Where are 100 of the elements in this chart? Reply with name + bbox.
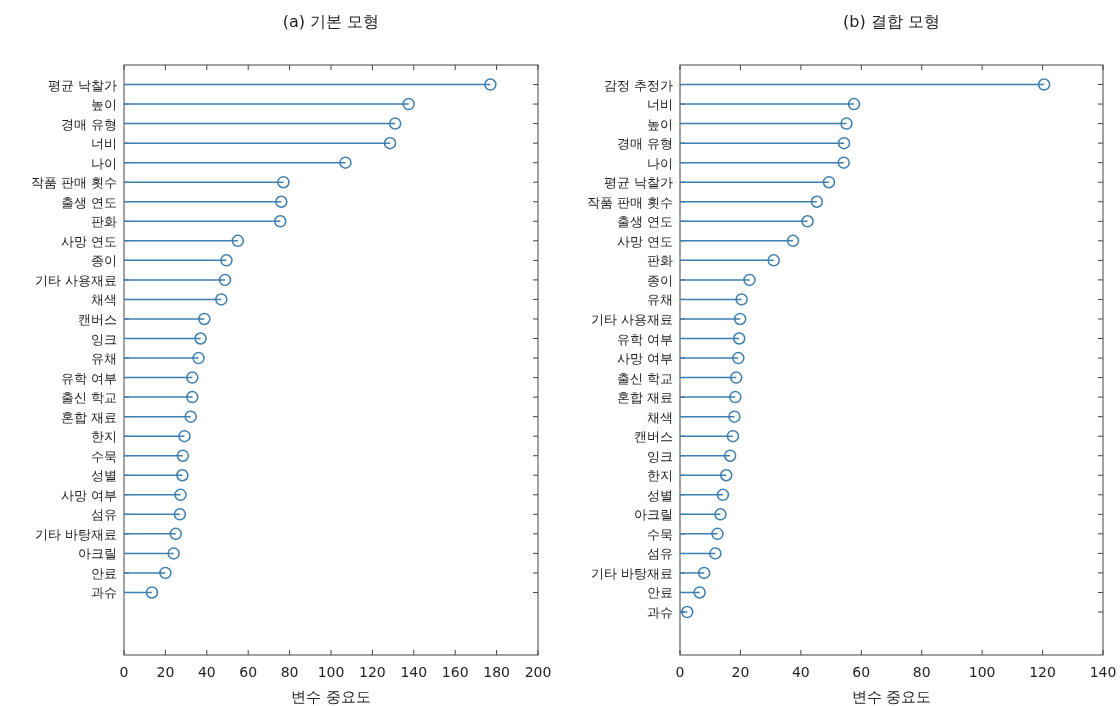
y-tick-label: 판화 [647, 253, 673, 269]
y-tick-label: 판화 [91, 214, 117, 230]
y-tick-label: 잉크 [91, 331, 117, 347]
y-tick-label: 한지 [91, 429, 117, 445]
point [484, 78, 497, 91]
point [173, 508, 187, 521]
point [159, 566, 172, 580]
y-tick-label: 작품 판매 횟수 [30, 175, 117, 191]
y-tick-label: 출생 연도 [60, 194, 117, 210]
point [402, 97, 415, 111]
y-tick-label: 안료 [647, 585, 673, 601]
x-tick-label: 80 [912, 664, 931, 680]
y-tick-label: 높이 [91, 97, 117, 113]
point [167, 547, 180, 560]
point [733, 312, 747, 326]
y-tick-label: 사망 여부 [60, 487, 117, 503]
y-tick-label: 너비 [91, 136, 117, 152]
y-tick-label: 경매 유형 [60, 116, 117, 132]
point [275, 195, 288, 209]
point [186, 390, 199, 404]
y-tick-label: 나이 [91, 155, 117, 171]
point [840, 117, 853, 130]
y-tick-label: 아크릴 [634, 507, 673, 523]
point [728, 410, 741, 423]
point [178, 429, 191, 443]
y-tick-label: 안료 [91, 565, 117, 581]
point [743, 273, 756, 287]
x-tick-label: 200 [524, 664, 552, 680]
point [709, 547, 722, 560]
point [169, 527, 182, 541]
point [786, 234, 800, 248]
y-tick-label: 성별 [91, 468, 117, 484]
x-tick-label: 20 [156, 664, 175, 680]
x-tick-label: 0 [675, 664, 685, 680]
point [822, 175, 836, 189]
y-tick-label: 출신 학교 [616, 370, 673, 386]
chart-title: (a) 기본 모형 [282, 12, 380, 31]
x-tick-label: 120 [359, 664, 386, 680]
y-tick-label: 감정 추정가 [603, 77, 673, 93]
point [719, 469, 733, 482]
y-tick-label: 잉크 [647, 448, 673, 464]
chart-title: (b) 결합 모형 [843, 12, 940, 31]
y-tick-label: 과슈 [91, 585, 117, 601]
y-tick-label: 기타 사용재료 [590, 311, 673, 327]
x-tick-label: 140 [400, 664, 428, 680]
y-tick-label: 캔버스 [78, 311, 117, 327]
point [339, 156, 352, 169]
y-tick-label: 사망 연도 [616, 233, 673, 249]
y-tick-label: 성별 [647, 487, 673, 503]
y-tick-label: 섬유 [91, 507, 117, 523]
y-tick-label: 사망 연도 [60, 233, 117, 249]
point [716, 488, 730, 502]
point [837, 136, 851, 150]
y-tick-label: 나이 [647, 155, 673, 171]
x-tick-label: 140 [1089, 664, 1117, 680]
point [697, 566, 711, 580]
y-tick-label: 작품 판매 횟수 [586, 194, 673, 210]
y-tick-label: 한지 [647, 468, 673, 484]
y-tick-label: 과슈 [647, 605, 673, 621]
point [383, 136, 397, 150]
point [1037, 78, 1051, 91]
point [810, 195, 824, 209]
point [176, 469, 189, 482]
point [837, 156, 851, 169]
point [735, 293, 748, 306]
point [729, 371, 743, 384]
y-tick-label: 캔버스 [634, 429, 673, 445]
y-tick-label: 혼합 재료 [616, 390, 673, 406]
point [388, 117, 402, 130]
x-tick-label: 180 [483, 664, 510, 680]
y-tick-label: 유학 여부 [60, 370, 117, 386]
x-axis-title: 변수 중요도 [851, 688, 932, 706]
y-tick-label: 수묵 [91, 448, 117, 464]
point [277, 175, 290, 189]
point [184, 410, 197, 423]
x-tick-label: 100 [968, 664, 996, 680]
point [176, 449, 190, 462]
y-tick-label: 유학 여부 [616, 331, 673, 347]
y-tick-label: 높이 [647, 116, 673, 132]
point [220, 254, 233, 267]
x-tick-label: 120 [1029, 664, 1056, 680]
x-axis-title: 변수 중요도 [291, 688, 371, 706]
point [711, 527, 724, 541]
y-tick-label: 수묵 [647, 526, 673, 542]
point [801, 215, 814, 228]
y-tick-label: 기타 사용재료 [34, 272, 117, 288]
x-tick-label: 40 [197, 664, 216, 680]
point [732, 332, 746, 345]
point [192, 351, 205, 365]
y-tick-label: 기타 바탕재료 [590, 565, 673, 581]
y-tick-label: 종이 [91, 253, 117, 269]
y-tick-label: 기타 바탕재료 [34, 526, 117, 542]
point [198, 312, 211, 326]
point [732, 351, 745, 365]
y-tick-label: 너비 [647, 97, 673, 113]
x-tick-label: 80 [280, 664, 299, 680]
x-tick-label: 0 [119, 664, 129, 680]
point [714, 508, 727, 521]
point [194, 332, 207, 345]
point [174, 488, 187, 502]
